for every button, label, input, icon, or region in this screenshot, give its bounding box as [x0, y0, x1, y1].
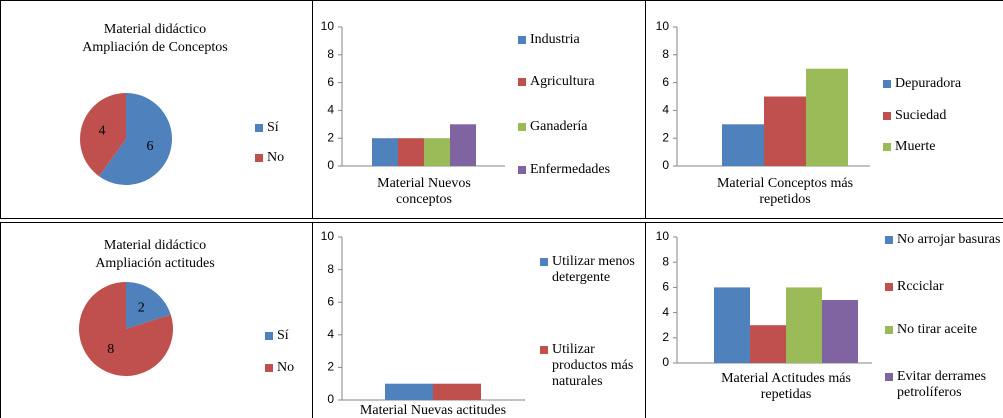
legend-label: Sí [277, 328, 289, 343]
y-tick-label: 8 [327, 47, 334, 61]
bar [424, 138, 450, 166]
y-tick-label: 2 [327, 130, 334, 144]
bar [714, 287, 750, 363]
y-tick-label: 0 [327, 392, 334, 406]
bottom-frame [0, 222, 1003, 418]
bar [764, 96, 806, 166]
data-label: 4 [98, 123, 105, 138]
bar [450, 124, 476, 166]
pie-slice [80, 93, 126, 177]
chart-title: Ampliación de Conceptos [82, 40, 227, 55]
legend-swatch [883, 143, 891, 151]
y-tick-label: 6 [327, 294, 334, 308]
legend-swatch [518, 123, 526, 131]
legend-swatch [885, 326, 893, 334]
y-tick-label: 4 [662, 305, 669, 319]
top-frame [0, 0, 1003, 219]
data-label: 6 [147, 139, 154, 154]
x-tick-label: Material Actitudes más repetidas [721, 371, 851, 402]
bar [385, 383, 433, 400]
legend-swatch [883, 112, 891, 120]
y-tick-label: 4 [662, 103, 669, 117]
legend-swatch [518, 36, 526, 44]
legend-label: No tirar aceite [897, 322, 978, 337]
bar [372, 138, 398, 166]
pie-slice [98, 93, 173, 185]
y-tick-label: 0 [327, 158, 334, 172]
legend-label: Depuradora [895, 76, 962, 91]
legend-label: Enfermedades [530, 162, 611, 177]
y-tick-label: 0 [662, 355, 669, 369]
y-tick-label: 4 [327, 103, 334, 117]
chart-title: Material didáctico [104, 238, 206, 253]
legend-swatch [265, 332, 273, 340]
bar [786, 287, 822, 363]
legend-swatch [883, 80, 891, 88]
bar [822, 300, 858, 363]
x-tick-label: Material Conceptos más repetidos [716, 176, 854, 207]
y-tick-label: 2 [662, 130, 669, 144]
legend-swatch [265, 364, 273, 372]
pie-slice [126, 282, 171, 329]
legend-swatch [540, 258, 548, 266]
legend-label: Rcciclar [897, 279, 944, 294]
y-tick-label: 4 [327, 327, 334, 341]
legend-swatch [255, 124, 263, 132]
x-tick-label: Material Nuevas actitudes [359, 403, 507, 418]
data-label: 8 [107, 342, 114, 357]
chart-title: Ampliación actitudes [95, 256, 214, 271]
y-tick-label: 8 [662, 254, 669, 268]
chart-title: Material didáctico [104, 22, 206, 37]
legend-label: Sí [267, 120, 279, 135]
legend-swatch [885, 283, 893, 291]
y-tick-label: 6 [327, 75, 334, 89]
y-tick-label: 10 [656, 19, 670, 33]
legend-label: Evitar derrames petrolíferos [897, 369, 987, 400]
y-tick-label: 6 [662, 75, 669, 89]
y-tick-label: 2 [662, 330, 669, 344]
legend-label: Muerte [895, 139, 936, 154]
legend-label: Industria [530, 32, 580, 47]
legend-label: Agricultura [530, 74, 595, 89]
legend-swatch [518, 78, 526, 86]
y-tick-label: 10 [321, 19, 335, 33]
legend-label: No [277, 360, 294, 375]
legend-swatch [885, 373, 893, 381]
pie-slice [78, 282, 173, 376]
y-tick-label: 10 [321, 229, 335, 243]
legend-swatch [540, 346, 548, 354]
x-tick-label: Material Nuevos conceptos [377, 176, 471, 207]
data-label: 2 [138, 300, 145, 315]
legend-label: Utilizar menos detergente [552, 254, 635, 285]
legend-label: No [267, 150, 284, 165]
y-tick-label: 10 [656, 229, 670, 243]
bar [750, 325, 786, 363]
y-tick-label: 8 [662, 47, 669, 61]
legend-swatch [885, 236, 893, 244]
legend-label: Ganadería [530, 119, 588, 134]
y-tick-label: 6 [662, 280, 669, 294]
bar [722, 124, 764, 166]
y-tick-label: 0 [662, 158, 669, 172]
legend-label: Suciedad [895, 108, 947, 123]
bar [398, 138, 424, 166]
legend-label: No arrojar basuras [897, 232, 1001, 247]
bar [433, 383, 481, 400]
y-tick-label: 8 [327, 262, 334, 276]
bar [806, 68, 848, 166]
legend-label: Utilizar productos más naturales [552, 342, 634, 389]
legend-swatch [518, 166, 526, 174]
y-tick-label: 2 [327, 360, 334, 374]
legend-swatch [255, 154, 263, 162]
